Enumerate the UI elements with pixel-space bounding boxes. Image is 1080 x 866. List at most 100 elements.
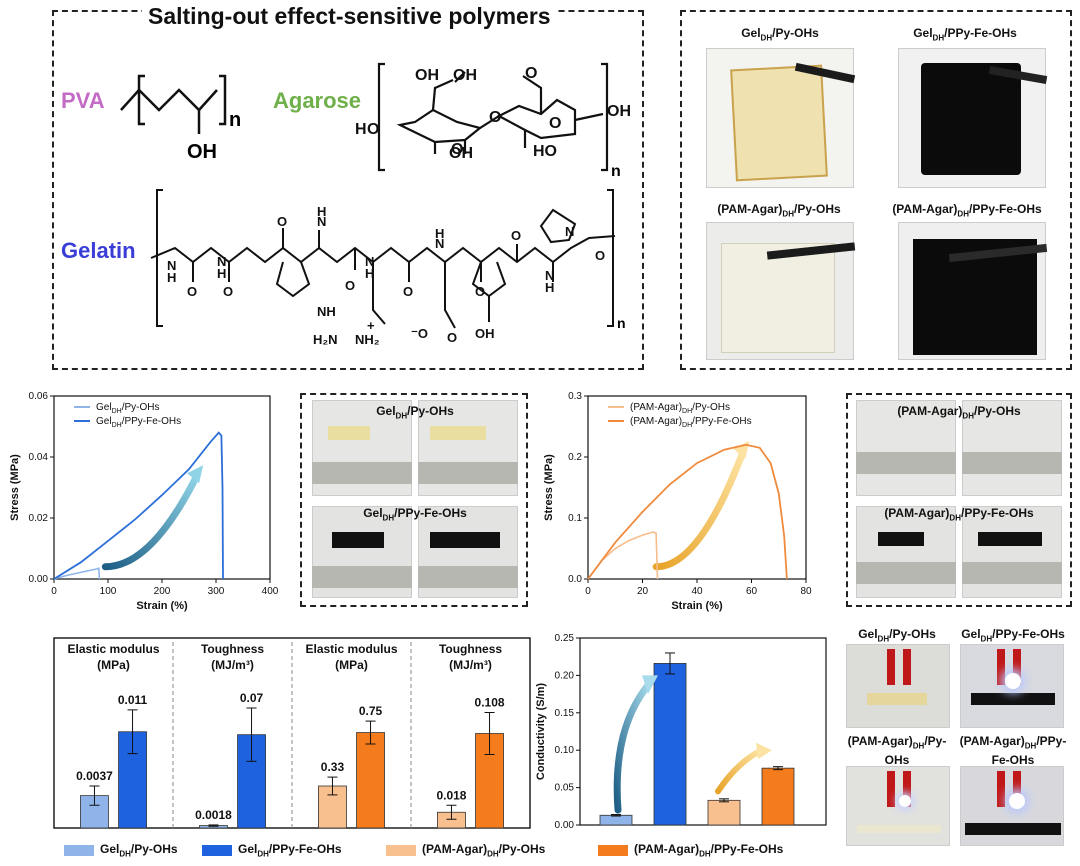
stretch-gel-label-2: GelDH/PPy-Fe-OHs [363,506,467,523]
stress-strain-chart-gel: 0 100 200 300 400 0.00 0.02 0.04 0.06 Strain (%) S… [9,391,279,612]
x-tick-label: 300 [208,586,225,597]
legend-swatch [64,844,94,856]
x-tick-label: 20 [637,586,649,597]
stretch-agar-label-1: (PAM-Agar)DH/Py-OHs [897,404,1021,421]
mechanical-bar-chart: Elastic modulus (MPa) 0.0037 0.011 Toughness… [53,637,531,829]
svg-text:N: N [565,224,574,239]
group-unit: (MPa) [335,658,368,672]
bar [599,814,633,826]
svg-text:H: H [365,266,374,281]
svg-text:H: H [545,280,554,295]
polymers-panel-title: Salting-out effect-sensitive polymers [142,3,557,30]
svg-text:H: H [217,266,226,281]
svg-text:N: N [217,254,226,269]
stretch-gel-label-1: GelDH/Py-OHs [376,404,454,421]
gelatin-label: Gelatin [61,238,136,263]
svg-text:O: O [277,214,287,229]
pva-label: PVA [61,88,105,113]
svg-text:OH: OH [453,67,477,84]
bar-value-label: 0.0037 [76,769,113,783]
bar [653,663,687,826]
y-tick-label: 0.00 [29,574,49,585]
legend-entry: GelDH/Py-OHs [96,402,159,415]
bar-value-label: 0.0018 [195,808,232,822]
svg-text:O: O [223,284,233,299]
y-tick-label: 0.2 [568,452,582,463]
led-photo-3 [846,766,950,846]
y-axis-label: Stress (MPa) [543,454,555,521]
x-tick-label: 0 [51,586,57,597]
agarose-label: Agarose [273,88,361,113]
bar-value-label: 0.108 [475,696,505,710]
legend-swatch [202,844,232,856]
svg-text:O: O [511,228,521,243]
y-tick-label: 0.06 [29,391,49,402]
svg-text:O: O [525,65,537,82]
x-tick-label: 40 [691,586,703,597]
svg-text:N: N [317,214,326,229]
svg-text:H: H [167,270,176,285]
stretch-photos-agar-panel [846,393,1072,607]
photos-panel [680,10,1072,370]
svg-text:OH: OH [449,145,473,162]
trend-arrow [652,447,747,571]
svg-text:OH: OH [475,326,495,341]
group-unit: (MJ/m³) [449,658,492,672]
x-axis-label: Strain (%) [671,600,723,612]
trend-arrowhead [642,675,658,695]
trend-arrow [101,471,201,571]
pva-structure [120,74,227,134]
photo-label-1: GelDH/Py-OHs [741,26,819,43]
legend-gel-ppy: GelDH/PPy-Fe-OHs [202,842,342,858]
bar [356,732,385,829]
photo-label-4: (PAM-Agar)DH/PPy-Fe-OHs [892,202,1042,219]
group-unit: (MPa) [97,658,130,672]
photo-agar-py-ohs [706,222,856,360]
conductivity-chart: 0.00 0.05 0.10 0.15 0.20 0.25 Conductivity (S/… [535,633,827,831]
svg-text:N: N [167,258,176,273]
svg-text:NH₂: NH₂ [355,332,380,347]
led-photo-1 [846,644,950,728]
gelatin-structure [150,189,616,329]
pva-n: n [229,109,241,131]
x-tick-label: 200 [154,586,171,597]
x-tick-label: 400 [262,586,279,597]
gelatin-n: n [617,315,626,331]
led-photo-4 [960,766,1064,846]
y-tick-label: 0.1 [568,513,582,524]
svg-text:O: O [345,278,355,293]
photo-gel-ppy-fe-ohs [898,48,1048,188]
group-title: Elastic modulus [67,642,159,656]
svg-text:O: O [187,284,197,299]
svg-text:O: O [447,330,457,345]
svg-text:OH: OH [415,67,439,84]
bar [707,799,741,826]
bar-value-label: 0.07 [240,691,264,705]
legend-swatch [598,844,628,856]
x-tick-label: 100 [100,586,117,597]
pva-oh: OH [187,141,217,163]
group-title: Toughness [201,642,264,656]
photo-agar-ppy-fe-ohs [898,222,1048,360]
legend-gel-py: GelDH/Py-OHs [64,842,178,858]
bar-value-label: 0.018 [436,788,466,802]
svg-text:O: O [403,284,413,299]
plot-frame [579,637,827,826]
svg-text:O: O [367,121,379,138]
stretch-photos-gel-panel [300,393,528,607]
legend-entry: (PAM-Agar)DH/PPy-Fe-OHs [630,416,752,429]
svg-text:H: H [317,204,326,219]
y-tick-label: 0.15 [555,708,575,719]
stress-strain-chart-agar: 0 20 40 60 80 0.0 0.1 0.2 0.3 Strain (%) Stress (M… [543,391,812,612]
trend-arrowhead [187,465,204,484]
svg-text:N: N [365,254,374,269]
x-tick-label: 60 [746,586,758,597]
bar-value-label: 0.75 [359,704,383,718]
svg-text:O: O [549,115,561,132]
stretch-photo-agar-details [856,400,1062,598]
agarose-n: n [611,163,621,180]
bar [761,767,795,826]
svg-text:O: O [489,109,501,126]
x-tick-label: 0 [585,586,591,597]
series-line [53,567,101,580]
